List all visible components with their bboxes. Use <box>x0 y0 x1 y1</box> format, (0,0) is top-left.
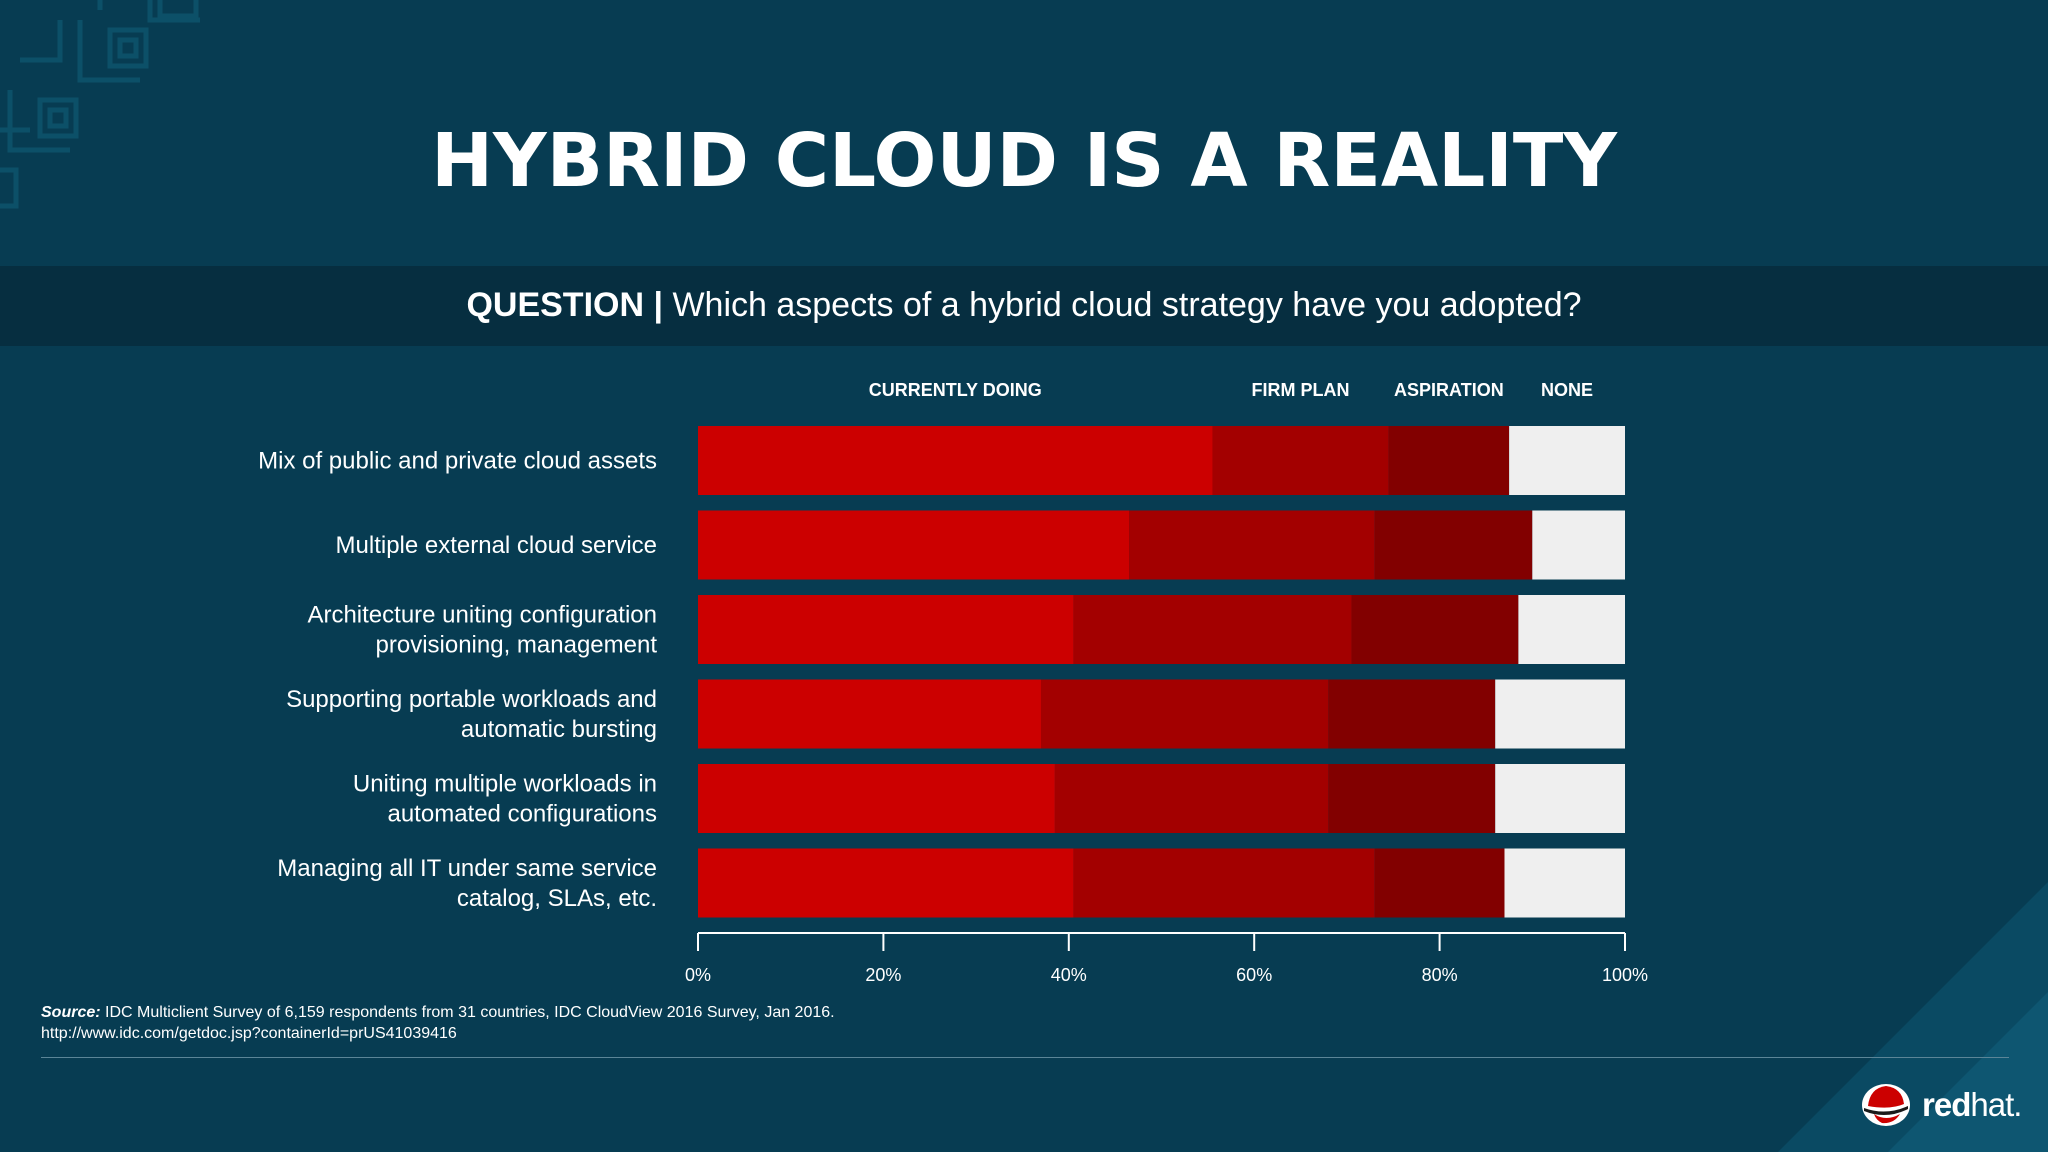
category-label: automated configurations <box>387 801 657 828</box>
category-label: catalog, SLAs, etc. <box>457 885 657 912</box>
x-tick-label: 60% <box>1236 965 1272 985</box>
bar-segment <box>1374 848 1505 918</box>
bar-segment <box>698 679 1041 749</box>
bar-segment <box>1374 510 1533 580</box>
question: QUESTION | Which aspects of a hybrid clo… <box>0 286 2048 325</box>
source-url: http://www.idc.com/getdoc.jsp?containerI… <box>41 1025 457 1042</box>
bar-segment <box>698 595 1074 664</box>
footer-divider <box>41 1057 2009 1058</box>
legend-label: CURRENTLY DOING <box>869 380 1042 400</box>
bar-segment <box>1518 595 1625 664</box>
x-tick-label: 40% <box>1051 965 1087 985</box>
decorative-pattern <box>0 0 200 209</box>
bar-segment <box>698 510 1130 580</box>
question-label: QUESTION | <box>466 286 663 324</box>
bar-segment <box>1495 764 1625 833</box>
wordmark-red: red <box>1922 1086 1971 1123</box>
bar-segment <box>1504 848 1625 918</box>
question-text: Which aspects of a hybrid cloud strategy… <box>672 286 1582 324</box>
bar-segment <box>698 764 1055 833</box>
bar-segment <box>698 848 1074 918</box>
redhat-wordmark: redhat. <box>1922 1086 2022 1124</box>
bar-segment <box>1073 848 1375 918</box>
bar-segment <box>1212 426 1389 495</box>
category-label: provisioning, management <box>376 632 658 659</box>
category-label: automatic bursting <box>461 716 657 743</box>
source-note: Source: IDC Multiclient Survey of 6,159 … <box>41 1002 835 1044</box>
legend-label: NONE <box>1541 380 1593 400</box>
bar-segment <box>1040 679 1329 749</box>
bar-segment <box>698 426 1213 495</box>
decorative-stripes <box>1778 882 2048 1152</box>
bar-segment <box>1054 764 1329 833</box>
bar-segment <box>1532 510 1625 580</box>
bar-segment <box>1351 595 1519 664</box>
category-label: Architecture uniting configuration <box>307 602 657 629</box>
x-tick-label: 20% <box>865 965 901 985</box>
bar-segment <box>1388 426 1510 495</box>
wordmark-hat: hat. <box>1970 1086 2022 1123</box>
bar-segment <box>1328 679 1496 749</box>
bar-segment <box>1073 595 1352 664</box>
source-label: Source: <box>41 1004 101 1021</box>
category-label: Mix of public and private cloud assets <box>258 448 657 475</box>
category-label: Multiple external cloud service <box>336 532 657 559</box>
bar-segment <box>1495 679 1625 749</box>
legend-label: ASPIRATION <box>1394 380 1504 400</box>
redhat-logo-icon <box>1862 1084 1910 1126</box>
x-tick-label: 100% <box>1602 965 1648 985</box>
x-tick-label: 80% <box>1422 965 1458 985</box>
bar-segment <box>1328 764 1496 833</box>
category-label: Uniting multiple workloads in <box>353 771 657 798</box>
category-label: Supporting portable workloads and <box>286 686 657 713</box>
question-band <box>0 266 2048 346</box>
bar-segment <box>1129 510 1375 580</box>
source-text: IDC Multiclient Survey of 6,159 responde… <box>105 1004 835 1021</box>
category-label: Managing all IT under same service <box>277 855 657 882</box>
bar-segment <box>1509 426 1625 495</box>
legend-label: FIRM PLAN <box>1252 380 1350 400</box>
x-tick-label: 0% <box>685 965 711 985</box>
slide-title: HYBRID CLOUD IS A REALITY <box>431 118 1617 204</box>
